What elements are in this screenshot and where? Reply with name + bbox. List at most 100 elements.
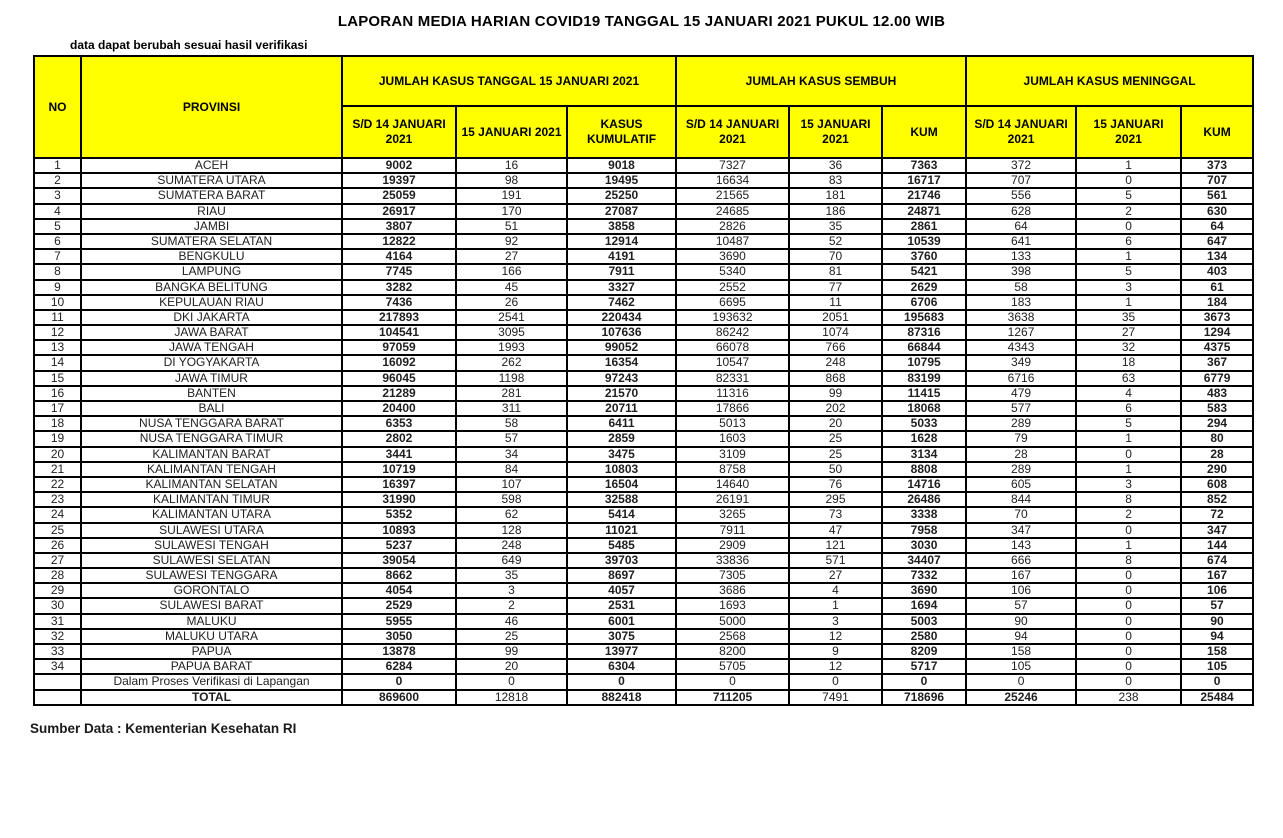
- province-name: MALUKU: [80, 612, 343, 630]
- cell-value: 186: [788, 202, 884, 220]
- table-row: 6 SUMATERA SELATAN 12822 92 12914 10487 52 1053…: [33, 232, 1255, 251]
- cell-value: 28: [1180, 445, 1255, 463]
- cell-value: 14640: [675, 475, 791, 494]
- cell-value: 2531: [565, 597, 678, 615]
- cell-value: 16397: [341, 475, 457, 494]
- cell-value: 4375: [1180, 339, 1255, 357]
- table-row: 15 JAWA TIMUR 96045 1198 97243 82331 868 83199 6…: [33, 369, 1255, 387]
- cell-value: 2541: [455, 308, 568, 327]
- cell-value: 7436: [341, 293, 457, 311]
- cell-value: 2568: [675, 627, 791, 646]
- cell-value: 561: [1180, 187, 1255, 205]
- cell-value: 372: [965, 156, 1078, 175]
- province-name: SULAWESI UTARA: [80, 521, 343, 539]
- cell-value: 7305: [675, 567, 791, 585]
- cell-value: 0: [1075, 521, 1183, 539]
- cell-value: 184: [1180, 293, 1255, 311]
- cell-value: 35: [788, 217, 884, 235]
- province-name: SULAWESI BARAT: [80, 597, 343, 615]
- table-row: 10 KEPULAUAN RIAU 7436 26 7462 6695 11 6706 183 1…: [33, 293, 1255, 311]
- cell-value: 183: [965, 293, 1078, 311]
- province-name: Dalam Proses Verifikasi di Lapangan: [80, 673, 343, 691]
- cell-value: 6: [1075, 232, 1183, 251]
- table-row: 18 NUSA TENGGARA BARAT 6353 58 6411 5013 20 503…: [33, 415, 1255, 433]
- province-name: PAPUA BARAT: [80, 658, 343, 676]
- cell-value: 3075: [565, 627, 678, 646]
- cell-value: 347: [1180, 521, 1255, 539]
- row-number: 7: [33, 248, 82, 266]
- cell-value: 6779: [1180, 369, 1255, 387]
- cell-value: 7911: [675, 521, 791, 539]
- cell-value: 1993: [455, 339, 568, 357]
- cell-value: 16504: [565, 475, 678, 494]
- cell-value: 1: [1075, 293, 1183, 311]
- cell-value: 844: [965, 491, 1078, 509]
- cell-value: 7911: [565, 263, 678, 281]
- table-row: 4 RIAU 26917 170 27087 24685 186 24871 628 2 630: [33, 202, 1255, 220]
- cell-value: 16: [455, 156, 568, 175]
- cell-value: 0: [1075, 567, 1183, 585]
- cell-value: 0: [1075, 582, 1183, 600]
- cell-value: 0: [1075, 172, 1183, 190]
- cell-value: 82331: [675, 369, 791, 387]
- cell-value: 134: [1180, 248, 1255, 266]
- table-row: 29 GORONTALO 4054 3 4057 3686 4 3690 106 0 106: [33, 582, 1255, 600]
- cell-value: 398: [965, 263, 1078, 281]
- cell-value: 76: [788, 475, 884, 494]
- cell-value: 7327: [675, 156, 791, 175]
- cell-value: 0: [1075, 642, 1183, 661]
- row-number: 28: [33, 567, 82, 585]
- col-header-provinsi: PROVINSI: [80, 55, 343, 159]
- cell-value: 6695: [675, 293, 791, 311]
- cell-value: 5: [1075, 263, 1183, 281]
- source-note: Sumber Data : Kementerian Kesehatan RI: [30, 720, 297, 736]
- cell-value: 711205: [675, 688, 791, 706]
- cell-value: 72: [1180, 506, 1255, 524]
- cell-value: 4343: [965, 339, 1078, 357]
- row-number: 24: [33, 506, 82, 524]
- cell-value: 8: [1075, 551, 1183, 570]
- cell-value: 3095: [455, 324, 568, 342]
- cell-value: 121: [788, 536, 884, 554]
- row-number: 21: [33, 460, 82, 478]
- cell-value: 26486: [881, 491, 968, 509]
- cell-value: 9002: [341, 156, 457, 175]
- cell-value: 2552: [675, 278, 791, 296]
- cell-value: 8758: [675, 460, 791, 478]
- cell-value: 7332: [881, 567, 968, 585]
- cell-value: 1628: [881, 430, 968, 448]
- province-name: NUSA TENGGARA BARAT: [80, 415, 343, 433]
- cell-value: 16092: [341, 354, 457, 372]
- table-row: 31 MALUKU 5955 46 6001 5000 3 5003 90 0 90: [33, 612, 1255, 630]
- cell-value: 2: [455, 597, 568, 615]
- province-name: JAWA TENGAH: [80, 339, 343, 357]
- row-number: 22: [33, 475, 82, 494]
- cell-value: 641: [965, 232, 1078, 251]
- cell-value: 105: [1180, 658, 1255, 676]
- cell-value: 66078: [675, 339, 791, 357]
- cell-value: 9018: [565, 156, 678, 175]
- cell-value: 33836: [675, 551, 791, 570]
- sub-header-meninggal-15: 15 JANUARI 2021: [1075, 105, 1183, 159]
- cell-value: 5033: [881, 415, 968, 433]
- cell-value: 34: [455, 445, 568, 463]
- cell-value: 3265: [675, 506, 791, 524]
- table-row: 30 SULAWESI BARAT 2529 2 2531 1693 1 1694 57 0 57: [33, 597, 1255, 615]
- cell-value: 3050: [341, 627, 457, 646]
- cell-value: 34407: [881, 551, 968, 570]
- cell-value: 7958: [881, 521, 968, 539]
- cell-value: 25059: [341, 187, 457, 205]
- cell-value: 3638: [965, 308, 1078, 327]
- row-number: 3: [33, 187, 82, 205]
- cell-value: 20: [788, 415, 884, 433]
- cell-value: 57: [1180, 597, 1255, 615]
- cell-value: 86242: [675, 324, 791, 342]
- cell-value: 5013: [675, 415, 791, 433]
- row-number: 16: [33, 384, 82, 403]
- cell-value: 144: [1180, 536, 1255, 554]
- table-row: 23 KALIMANTAN TIMUR 31990 598 32588 26191 295 2…: [33, 491, 1255, 509]
- province-name: NUSA TENGGARA TIMUR: [80, 430, 343, 448]
- cell-value: 608: [1180, 475, 1255, 494]
- cell-value: 3109: [675, 445, 791, 463]
- cell-value: 1693: [675, 597, 791, 615]
